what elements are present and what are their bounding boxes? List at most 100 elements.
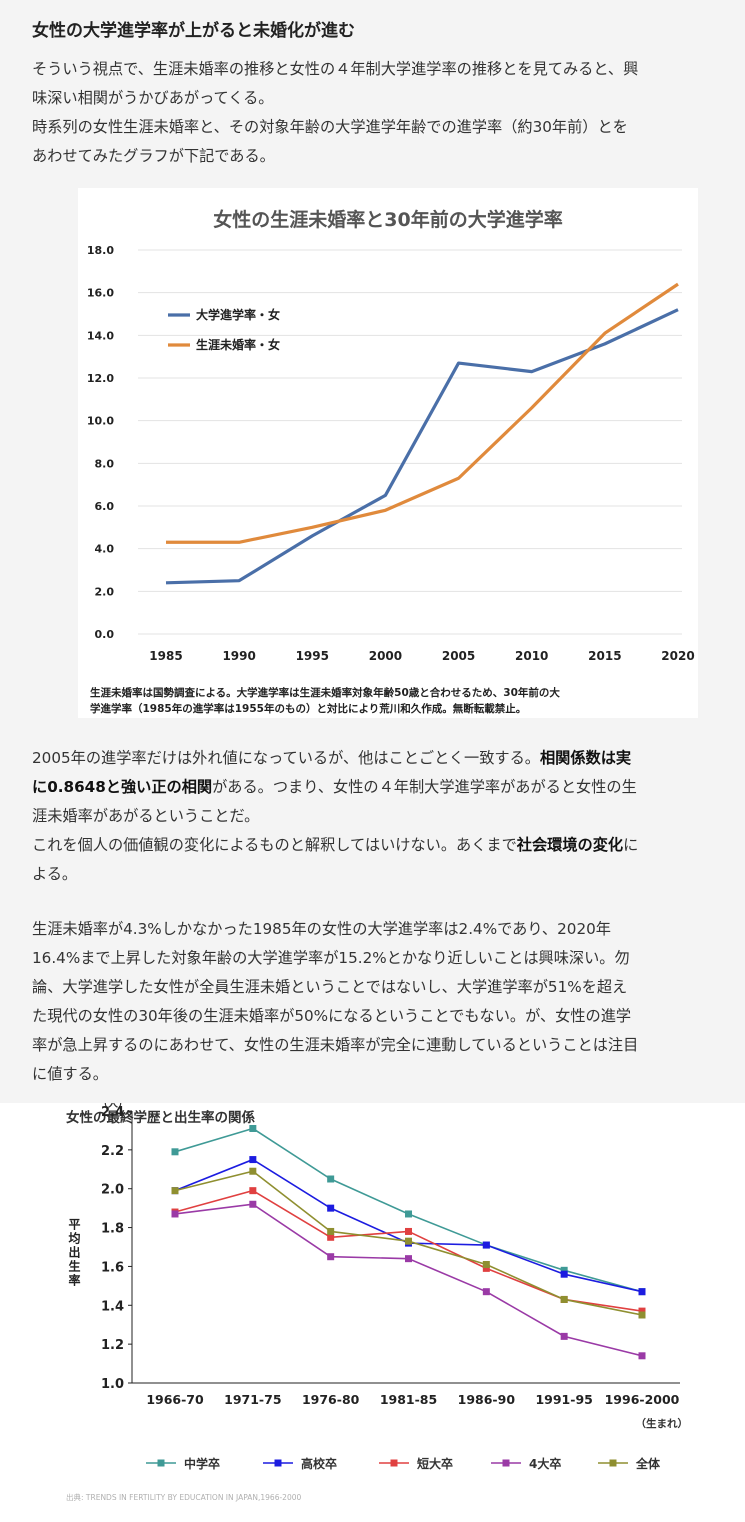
- data-point: [327, 1227, 335, 1235]
- legend-marker: [502, 1459, 510, 1467]
- chart-1-container: 女性の生涯未婚率と30年前の大学進学率 0.0 2.0 4.0 6.0 8.0 10.0 12…: [78, 188, 698, 718]
- text-line: あわせてみたグラフが下記である。: [32, 147, 275, 165]
- x-tick-label: 2000: [369, 649, 402, 663]
- data-point: [482, 1288, 490, 1296]
- data-point: [638, 1311, 646, 1319]
- data-point: [327, 1204, 335, 1212]
- x-tick-label: 1985: [149, 649, 182, 663]
- data-point: [249, 1187, 257, 1195]
- data-point: [405, 1227, 412, 1235]
- data-point: [327, 1175, 335, 1183]
- y-tick-label: 2.0: [101, 1183, 124, 1198]
- text-line: 率が急上昇するのにあわせて、女性の生涯未婚率が完全に連動しているということは注目: [32, 1036, 639, 1054]
- data-point: [249, 1200, 257, 1208]
- data-point: [171, 1187, 179, 1195]
- chart-title: 女性の生涯未婚率と30年前の大学進学率: [213, 208, 562, 231]
- data-point: [560, 1295, 568, 1303]
- data-point: [482, 1260, 490, 1268]
- y-tick-label: 2.4: [101, 1105, 124, 1120]
- y-tick-label: 1.0: [101, 1377, 124, 1392]
- text-line: に: [623, 836, 639, 854]
- text-line: た現代の女性の30年後の生涯未婚率が50%になるということでもない。が、女性の進…: [32, 1007, 632, 1025]
- legend-label: 生涯未婚率・女: [196, 337, 280, 352]
- chart-note-line: 生涯未婚率は国勢調査による。大学進学率は生涯未婚率対象年齢50歳と合わせるため、…: [90, 686, 560, 699]
- y-tick-label: 6.0: [95, 500, 115, 513]
- legend-marker: [157, 1459, 165, 1467]
- x-tick-label: 1976-80: [302, 1392, 360, 1407]
- legend-label: 短大卒: [417, 1456, 453, 1471]
- x-tick-label: 1971-75: [224, 1392, 281, 1407]
- y-axis-label: 平均出生率: [67, 1218, 81, 1288]
- x-tick-label: 1986-90: [458, 1392, 516, 1407]
- data-point: [327, 1253, 335, 1261]
- text-line: 2005年の進学率だけは外れ値になっているが、他はことごとく一致する。: [32, 749, 540, 767]
- data-point: [249, 1124, 257, 1132]
- data-point: [560, 1266, 568, 1274]
- chart-2-svg: 女性の最終学歴と出生率の関係（人）1.01.21.41.61.82.02.22.…: [66, 1097, 689, 1502]
- x-tick-label: 2005: [442, 649, 475, 663]
- y-tick-label: 1.4: [101, 1299, 124, 1314]
- data-point: [638, 1288, 646, 1296]
- y-tick-label: 14.0: [87, 329, 114, 342]
- x-tick-label: 1995: [296, 649, 329, 663]
- y-tick-label: 1.2: [101, 1338, 124, 1353]
- y-tick-label: 18.0: [87, 244, 114, 257]
- y-tick-label: 12.0: [87, 372, 114, 385]
- paragraph-intro: そういう視点で、生涯未婚率の推移と女性の４年制大学進学率の推移とを見てみると、興…: [32, 55, 732, 171]
- chart-source: 出典: TRENDS IN FERTILITY BY EDUCATION IN …: [66, 1492, 302, 1502]
- legend-label: 高校卒: [301, 1456, 337, 1471]
- y-tick-label: 2.2: [101, 1144, 124, 1159]
- legend-marker: [274, 1459, 282, 1467]
- y-tick-label: 1.8: [101, 1222, 124, 1237]
- text-line: これを個人の価値観の変化によるものと解釈してはいけない。あくまで: [32, 836, 517, 854]
- bold-text: 相関係数は実: [539, 749, 632, 767]
- y-tick-label: 8.0: [95, 457, 115, 470]
- legend-label: 4大卒: [529, 1456, 561, 1471]
- x-tick-label: 1996-2000: [605, 1392, 680, 1407]
- series-line-2: [166, 282, 679, 544]
- data-point: [560, 1270, 568, 1278]
- paragraph-analysis: 生涯未婚率が4.3%しかなかった1985年の女性の大学進学率は2.4%であり、2…: [32, 915, 732, 1089]
- text-line: 味深い相関がうかびあがってくる。: [32, 89, 274, 107]
- series-line-3: [174, 1189, 643, 1312]
- x-tick-label: 1991-95: [535, 1392, 592, 1407]
- text-line: 生涯未婚率が4.3%しかなかった1985年の女性の大学進学率は2.4%であり、2…: [32, 920, 611, 938]
- data-point: [249, 1167, 257, 1175]
- x-tick-label: 1981-85: [380, 1392, 437, 1407]
- section-heading: 女性の大学進学率が上がると未婚化が進む: [32, 21, 355, 41]
- paragraph-correlation: 2005年の進学率だけは外れ値になっているが、他はことごとく一致する。相関係数は…: [32, 744, 732, 889]
- data-point: [482, 1264, 490, 1272]
- data-point: [638, 1352, 646, 1360]
- data-point: [171, 1210, 179, 1218]
- x-unit-label: （生まれ）: [636, 1417, 689, 1430]
- legend-marker: [390, 1459, 398, 1467]
- article-body: 女性の大学進学率が上がると未婚化が進む そういう視点で、生涯未婚率の推移と女性の…: [0, 0, 745, 1103]
- chart-2-container: 女性の最終学歴と出生率の関係 （人） 1.0 1.2 1.4 1.6 1.8 2.0 2.2 2.…: [0, 1097, 745, 1518]
- text-line: よる。: [32, 865, 78, 883]
- y-tick-label: 0.0: [95, 628, 115, 641]
- text-line: に値する。: [32, 1065, 108, 1083]
- legend-label: 中学卒: [184, 1456, 220, 1471]
- y-tick-label: 2.0: [95, 585, 115, 598]
- x-tick-label: 2010: [515, 649, 548, 663]
- x-tick-label: 1990: [222, 649, 255, 663]
- data-point: [405, 1210, 412, 1218]
- data-point: [482, 1241, 490, 1249]
- chart-1-svg: 女性の生涯未婚率と30年前の大学進学率 0.0 2.0 4.0 6.0 8.0 10.0 12…: [87, 208, 695, 715]
- y-tick-label: 10.0: [87, 415, 114, 428]
- data-point: [171, 1148, 179, 1156]
- data-point: [405, 1255, 412, 1263]
- legend-label: 全体: [635, 1456, 661, 1471]
- text-line: 16.4%まで上昇した対象年齢の大学進学率が15.2%とかなり近しいことは興味深…: [32, 949, 630, 967]
- chart-title: 女性の最終学歴と出生率の関係: [66, 1109, 255, 1126]
- series-line-4: [174, 1203, 643, 1357]
- text-line: 涯未婚率があがるということだ。: [32, 807, 260, 825]
- data-point: [249, 1156, 257, 1164]
- x-tick-label: 2020: [661, 649, 694, 663]
- series-line-1: [174, 1127, 643, 1293]
- text-line: そういう視点で、生涯未婚率の推移と女性の４年制大学進学率の推移とを見てみると、興: [32, 60, 639, 78]
- y-tick-label: 16.0: [87, 287, 114, 300]
- series-line-1: [165, 308, 679, 585]
- legend-marker: [609, 1459, 617, 1467]
- text-line: がある。つまり、女性の４年制大学進学率があがると女性の生: [212, 778, 637, 796]
